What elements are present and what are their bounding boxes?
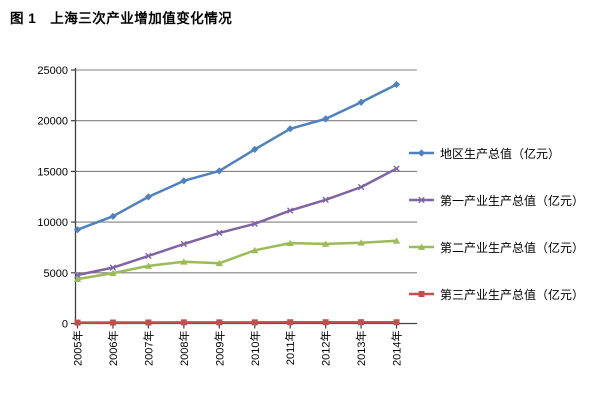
data-point-marker [144, 262, 153, 269]
legend-label: 第一产业生产总值（亿元） [440, 193, 585, 208]
legend-label: 第二产业生产总值（亿元） [440, 240, 585, 255]
legend-label: 地区生产总值（亿元） [440, 146, 561, 161]
data-point-marker [357, 239, 365, 246]
data-point-marker [322, 115, 330, 123]
y-axis-label: 10000 [37, 217, 68, 229]
data-point-marker [180, 319, 187, 326]
data-point-marker [417, 149, 426, 157]
data-point-marker [145, 252, 152, 260]
legend-swatch [409, 149, 434, 157]
legend-label: 第三产业生产总值（亿元） [440, 287, 585, 302]
x-axis-label: 2007年 [141, 331, 155, 366]
figure-title: 图 1 上海三次产业增加值变化情况 [10, 11, 233, 26]
data-point-marker [287, 207, 294, 214]
legend-item-primary-industry: 第一产业生产总值（亿元） [408, 191, 584, 209]
x-axis-label: 2014年 [390, 331, 404, 366]
data-point-marker [215, 259, 223, 267]
legend-item-secondary-industry: 第二产业生产总值（亿元） [408, 238, 584, 256]
x-axis-label: 2009年 [212, 331, 226, 366]
data-point-marker [180, 177, 188, 185]
legend: 地区生产总值（亿元） 第一产业生产总值（亿元） 第二产业生产总值（亿元） 第三产… [408, 0, 600, 403]
data-point-marker [418, 196, 425, 204]
data-point-marker [251, 145, 259, 153]
data-point-marker [144, 193, 152, 201]
data-point-marker [393, 319, 400, 326]
y-axis-label: 0 [62, 319, 68, 331]
data-point-marker [357, 183, 365, 191]
x-axis-label: 2011年 [283, 331, 297, 366]
data-point-marker [417, 243, 426, 250]
legend-item-tertiary-industry: 第三产业生产总值（亿元） [408, 285, 584, 303]
data-point-marker [286, 239, 294, 246]
data-point-marker [215, 167, 223, 175]
data-point-marker [251, 246, 259, 254]
x-axis-label: 2008年 [177, 331, 191, 366]
data-point-marker [322, 319, 329, 326]
series-line-1 [76, 167, 398, 277]
data-point-marker [251, 319, 258, 326]
data-point-marker [74, 271, 81, 279]
data-point-marker [392, 237, 401, 244]
y-axis-label: 25000 [37, 65, 68, 77]
data-point-marker [109, 269, 117, 277]
data-point-marker [251, 220, 258, 228]
y-axis-label: 20000 [37, 116, 68, 128]
x-axis-label: 2006年 [106, 331, 120, 366]
data-point-marker [73, 275, 82, 282]
data-point-marker [145, 319, 152, 326]
y-axis-label: 5000 [44, 268, 68, 280]
data-point-marker [216, 319, 223, 326]
data-point-marker [180, 240, 188, 248]
data-point-marker [322, 196, 329, 203]
legend-swatch [409, 243, 434, 250]
data-point-marker [109, 264, 117, 271]
data-point-marker [286, 125, 294, 133]
x-axis-label: 2012年 [319, 331, 333, 366]
data-point-marker [109, 212, 117, 220]
data-point-marker [321, 240, 330, 247]
x-axis-label: 2005年 [71, 331, 85, 366]
data-point-marker [357, 98, 365, 106]
data-point-marker [216, 229, 223, 237]
data-point-marker [393, 165, 400, 172]
data-point-marker [418, 291, 425, 297]
data-point-marker [74, 319, 81, 326]
data-point-marker [392, 80, 401, 89]
series-line-2 [76, 239, 398, 281]
series-line-0 [76, 83, 398, 231]
data-point-marker [73, 226, 82, 234]
y-axis-label: 15000 [37, 166, 68, 178]
legend-item-gdp: 地区生产总值（亿元） [408, 144, 560, 162]
data-point-marker [180, 258, 188, 265]
legend-swatch [409, 291, 434, 297]
data-point-marker [109, 319, 116, 326]
data-point-marker [287, 319, 294, 326]
data-point-marker [358, 319, 365, 326]
x-axis-label: 2010年 [248, 331, 262, 366]
x-axis-label: 2013年 [354, 331, 368, 366]
legend-swatch [409, 196, 434, 204]
